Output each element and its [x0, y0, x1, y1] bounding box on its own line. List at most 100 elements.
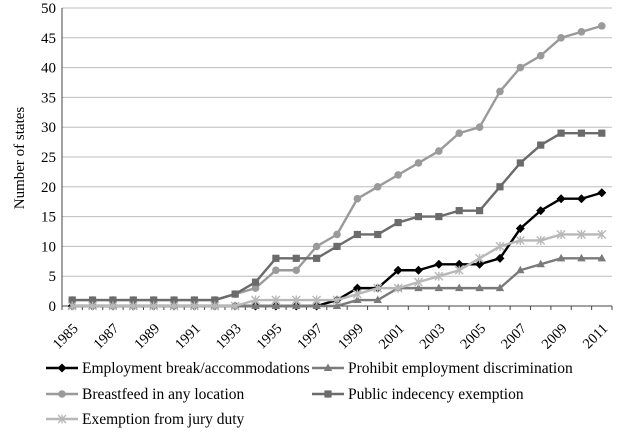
data-point-triangle: [475, 283, 484, 292]
data-point-star: [434, 271, 444, 281]
series-2: [68, 22, 606, 304]
data-point-star: [128, 301, 138, 311]
y-tick-label: 20: [41, 180, 56, 196]
axes: [61, 8, 613, 310]
x-tick-label: 1993: [213, 321, 245, 353]
data-point-circle: [536, 51, 545, 60]
data-point-circle: [353, 194, 362, 203]
data-point-triangle: [414, 283, 423, 292]
data-point-star: [291, 295, 301, 305]
x-tick-label: 2009: [539, 321, 571, 353]
data-point-star: [576, 229, 586, 239]
data-point-diamond: [556, 194, 566, 204]
data-point-star: [352, 289, 362, 299]
data-point-square: [475, 207, 484, 215]
data-point-diamond: [454, 259, 464, 269]
y-tick-label: 50: [41, 1, 56, 17]
x-tick-label: 2005: [457, 321, 489, 353]
data-point-square: [516, 159, 524, 167]
x-tick-label: 1989: [131, 321, 163, 353]
legend-item: Prohibit employment discrimination: [312, 360, 573, 377]
data-point-star: [536, 235, 546, 245]
y-tick-label: 10: [41, 239, 56, 255]
data-point-square: [211, 296, 219, 304]
legend-label: Breastfeed in any location: [82, 386, 245, 403]
data-point-square: [557, 129, 565, 137]
data-point-square: [231, 290, 239, 298]
data-point-circle: [312, 242, 321, 251]
y-tick-label: 5: [49, 269, 57, 285]
data-point-diamond: [576, 194, 586, 204]
data-point-triangle: [577, 253, 586, 262]
data-point-square: [324, 390, 332, 398]
data-point-square: [190, 296, 199, 304]
data-point-triangle: [597, 253, 607, 262]
x-tick-label: 1985: [50, 321, 82, 353]
data-point-triangle: [556, 253, 566, 262]
data-point-diamond: [434, 259, 444, 269]
data-point-triangle: [323, 363, 333, 371]
data-point-triangle: [251, 301, 260, 309]
data-point-diamond: [413, 265, 423, 275]
data-point-square: [577, 129, 586, 137]
data-point-square: [170, 296, 178, 304]
data-point-square: [333, 242, 341, 250]
series-group: [67, 22, 607, 311]
data-point-triangle: [292, 301, 301, 309]
data-point-triangle: [312, 301, 321, 309]
data-point-circle: [58, 390, 66, 398]
data-point-square: [394, 218, 402, 227]
data-point-circle: [557, 34, 565, 42]
data-point-circle: [598, 22, 606, 30]
data-point-triangle: [373, 295, 382, 304]
data-point-circle: [414, 159, 423, 167]
series-3: [68, 129, 606, 304]
data-point-square: [251, 278, 260, 286]
data-point-square: [374, 230, 382, 239]
x-tick-label: 1999: [335, 321, 367, 353]
data-point-square: [496, 183, 504, 191]
data-point-triangle: [536, 259, 545, 268]
y-tick-label: 15: [41, 210, 56, 226]
data-point-square: [292, 254, 300, 262]
y-tick-label: 45: [41, 31, 56, 47]
data-point-star: [189, 301, 199, 311]
legend-item: Public indecency exemption: [312, 386, 524, 403]
data-point-diamond: [495, 253, 505, 263]
data-point-star: [373, 283, 383, 293]
legend-item: Exemption from jury duty: [46, 411, 245, 428]
x-tick-label: 2007: [498, 321, 530, 353]
data-point-diamond: [393, 265, 403, 275]
data-point-diamond: [597, 188, 607, 198]
x-tick-label: 2003: [417, 321, 449, 353]
data-point-square: [68, 296, 76, 304]
legend-item: Breastfeed in any location: [46, 386, 245, 403]
data-point-circle: [475, 123, 484, 131]
data-point-star: [475, 253, 485, 263]
data-point-square: [272, 254, 280, 262]
data-point-square: [150, 296, 158, 304]
y-tick-label: 40: [41, 61, 56, 77]
data-point-diamond: [57, 363, 67, 373]
data-point-circle: [292, 266, 301, 275]
data-point-star: [556, 229, 566, 239]
data-point-circle: [496, 87, 504, 96]
data-point-star: [597, 229, 607, 239]
x-tick-label: 2001: [376, 321, 408, 353]
data-point-square: [109, 296, 117, 304]
legend-label: Prohibit employment discrimination: [348, 360, 573, 377]
y-axis-label: Number of states: [12, 107, 28, 210]
data-point-star: [210, 301, 220, 311]
data-point-circle: [455, 129, 464, 137]
x-tick-label: 1995: [254, 321, 286, 353]
data-point-triangle: [332, 301, 342, 309]
y-tick-label: 25: [41, 150, 56, 166]
data-point-square: [435, 213, 443, 221]
x-tick-label: 1997: [294, 321, 326, 353]
data-point-diamond: [515, 224, 525, 234]
data-point-triangle: [516, 265, 525, 274]
data-point-star: [67, 301, 77, 311]
data-point-circle: [435, 147, 443, 155]
data-point-star: [149, 301, 159, 311]
